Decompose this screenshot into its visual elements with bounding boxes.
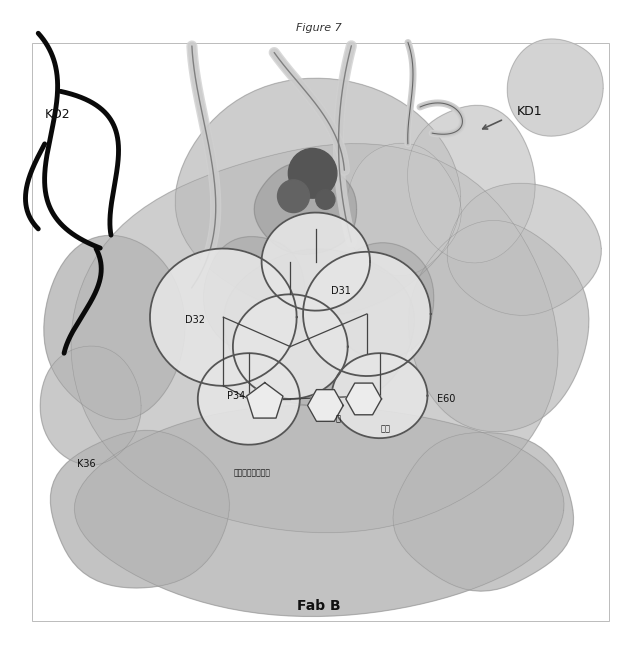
Polygon shape: [332, 353, 427, 438]
Text: 結合: 結合: [381, 424, 391, 433]
Circle shape: [278, 180, 309, 213]
Polygon shape: [393, 432, 574, 591]
Polygon shape: [71, 144, 558, 532]
Text: D31: D31: [331, 286, 352, 296]
Polygon shape: [408, 105, 535, 263]
Polygon shape: [254, 163, 357, 254]
Text: Figure 7: Figure 7: [296, 23, 342, 33]
Text: E60: E60: [438, 394, 456, 404]
Polygon shape: [223, 249, 415, 406]
Text: KD2: KD2: [45, 108, 70, 121]
Text: P34: P34: [227, 390, 245, 401]
Text: サルファイド結合: サルファイド結合: [234, 468, 271, 477]
Text: K36: K36: [77, 459, 96, 470]
Bar: [32, 43, 609, 621]
Polygon shape: [447, 183, 601, 315]
Polygon shape: [233, 294, 348, 399]
Text: KD1: KD1: [517, 105, 542, 118]
Polygon shape: [75, 405, 564, 616]
Text: D32: D32: [184, 315, 205, 326]
Circle shape: [288, 148, 337, 198]
Polygon shape: [40, 346, 141, 465]
Polygon shape: [332, 243, 434, 358]
Polygon shape: [198, 353, 300, 445]
Polygon shape: [308, 390, 343, 421]
Polygon shape: [345, 143, 461, 276]
Polygon shape: [44, 235, 185, 420]
Text: 水: 水: [336, 414, 341, 423]
Polygon shape: [246, 383, 283, 418]
Polygon shape: [262, 213, 370, 311]
Polygon shape: [150, 249, 297, 386]
Polygon shape: [507, 39, 603, 136]
Polygon shape: [175, 78, 461, 315]
Polygon shape: [303, 252, 431, 376]
Polygon shape: [204, 237, 305, 352]
Text: Fab B: Fab B: [297, 599, 341, 613]
Polygon shape: [346, 383, 382, 415]
Circle shape: [316, 190, 335, 209]
Polygon shape: [50, 430, 229, 588]
Polygon shape: [409, 220, 589, 432]
